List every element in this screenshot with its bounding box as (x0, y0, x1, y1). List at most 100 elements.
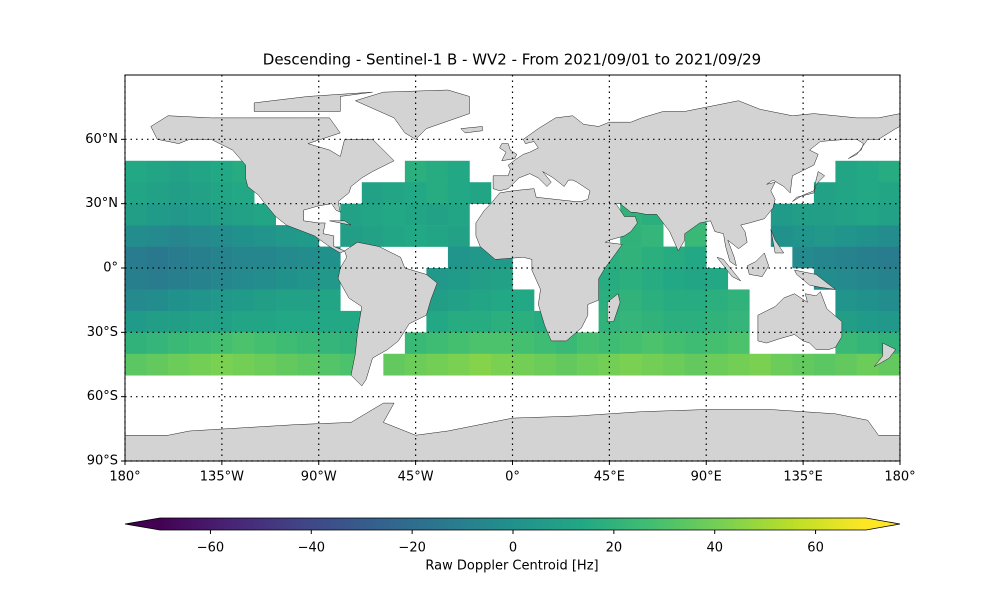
cell (125, 353, 147, 376)
x-tick-label: 135°W (200, 470, 244, 485)
cell (620, 353, 642, 376)
cell (318, 353, 341, 376)
colorbar-tick-label: 60 (807, 541, 824, 556)
cell (577, 353, 599, 376)
colorbar (160, 518, 866, 530)
cell (168, 268, 190, 290)
cell (598, 353, 621, 376)
cell (297, 310, 320, 333)
cell (254, 268, 276, 290)
cell (361, 182, 384, 204)
y-tick-label: 90°S (87, 454, 118, 469)
cell (813, 246, 836, 269)
cell (146, 310, 169, 333)
cell (856, 182, 879, 204)
cell (254, 289, 276, 312)
cell (641, 268, 664, 290)
cell (125, 182, 147, 204)
cell (856, 203, 879, 226)
colorbar-label: Raw Doppler Centroid [Hz] (425, 559, 598, 574)
cell (383, 182, 406, 204)
cell (620, 310, 642, 333)
cell (275, 332, 298, 355)
cell (189, 246, 212, 269)
cell (254, 332, 276, 355)
cell (275, 289, 298, 312)
cell (146, 182, 169, 204)
cell (770, 203, 793, 226)
cell (469, 332, 492, 355)
cell (727, 332, 750, 355)
cell (189, 203, 212, 226)
cell (856, 225, 879, 247)
cell (727, 289, 750, 312)
cell (835, 203, 858, 226)
cell (684, 289, 707, 312)
cell (168, 332, 190, 355)
colorbar-tick-label: −60 (197, 541, 224, 556)
cell (318, 268, 341, 290)
cell (641, 332, 664, 355)
cell (125, 268, 147, 290)
cell (168, 353, 190, 376)
antarctica (125, 403, 900, 461)
cell (383, 353, 406, 376)
cell (856, 332, 879, 355)
cell (620, 289, 642, 312)
cell (878, 160, 900, 183)
cell (426, 182, 449, 204)
cell (125, 332, 147, 355)
chart-title: Descending - Sentinel-1 B - WV2 - From 2… (263, 51, 761, 69)
cell (297, 353, 320, 376)
cell (469, 353, 492, 376)
cell (232, 246, 255, 269)
cell (168, 160, 190, 183)
cell (878, 182, 900, 204)
x-tick-label: 180° (109, 470, 140, 485)
cell (792, 353, 815, 376)
cell (684, 268, 707, 290)
cell (318, 246, 341, 269)
colorbar-tick-label: −40 (298, 541, 325, 556)
cell (447, 203, 470, 226)
cell (856, 246, 879, 269)
cell (706, 332, 729, 355)
cell (404, 160, 427, 183)
cell (125, 246, 147, 269)
cell (447, 332, 470, 355)
cell (447, 289, 470, 312)
cell (146, 225, 169, 247)
cell (534, 353, 556, 376)
cell (275, 246, 298, 269)
x-tick-label: 45°E (594, 470, 625, 485)
australia (758, 292, 842, 350)
cell (447, 225, 470, 247)
cell (447, 310, 470, 333)
cell (684, 353, 707, 376)
cell (211, 353, 233, 376)
cell (663, 310, 686, 333)
cell (297, 246, 320, 269)
land (125, 90, 900, 461)
cell (275, 225, 298, 247)
cell (663, 353, 686, 376)
cell (189, 353, 212, 376)
cell (856, 289, 879, 312)
cell (125, 160, 147, 183)
x-tick-label: 0° (505, 470, 520, 485)
cell (512, 332, 535, 355)
cell (813, 353, 836, 376)
cell (211, 332, 233, 355)
cuba (330, 221, 352, 225)
cell (254, 353, 276, 376)
cell (727, 353, 750, 376)
cell (663, 332, 686, 355)
cell (856, 160, 879, 183)
cell (146, 332, 169, 355)
cell (318, 310, 341, 333)
cell (125, 225, 147, 247)
cell (813, 225, 836, 247)
y-tick-label: 60°S (87, 389, 118, 404)
x-tick-label: 135°E (783, 470, 823, 485)
colorbar-extend-low (125, 518, 160, 530)
